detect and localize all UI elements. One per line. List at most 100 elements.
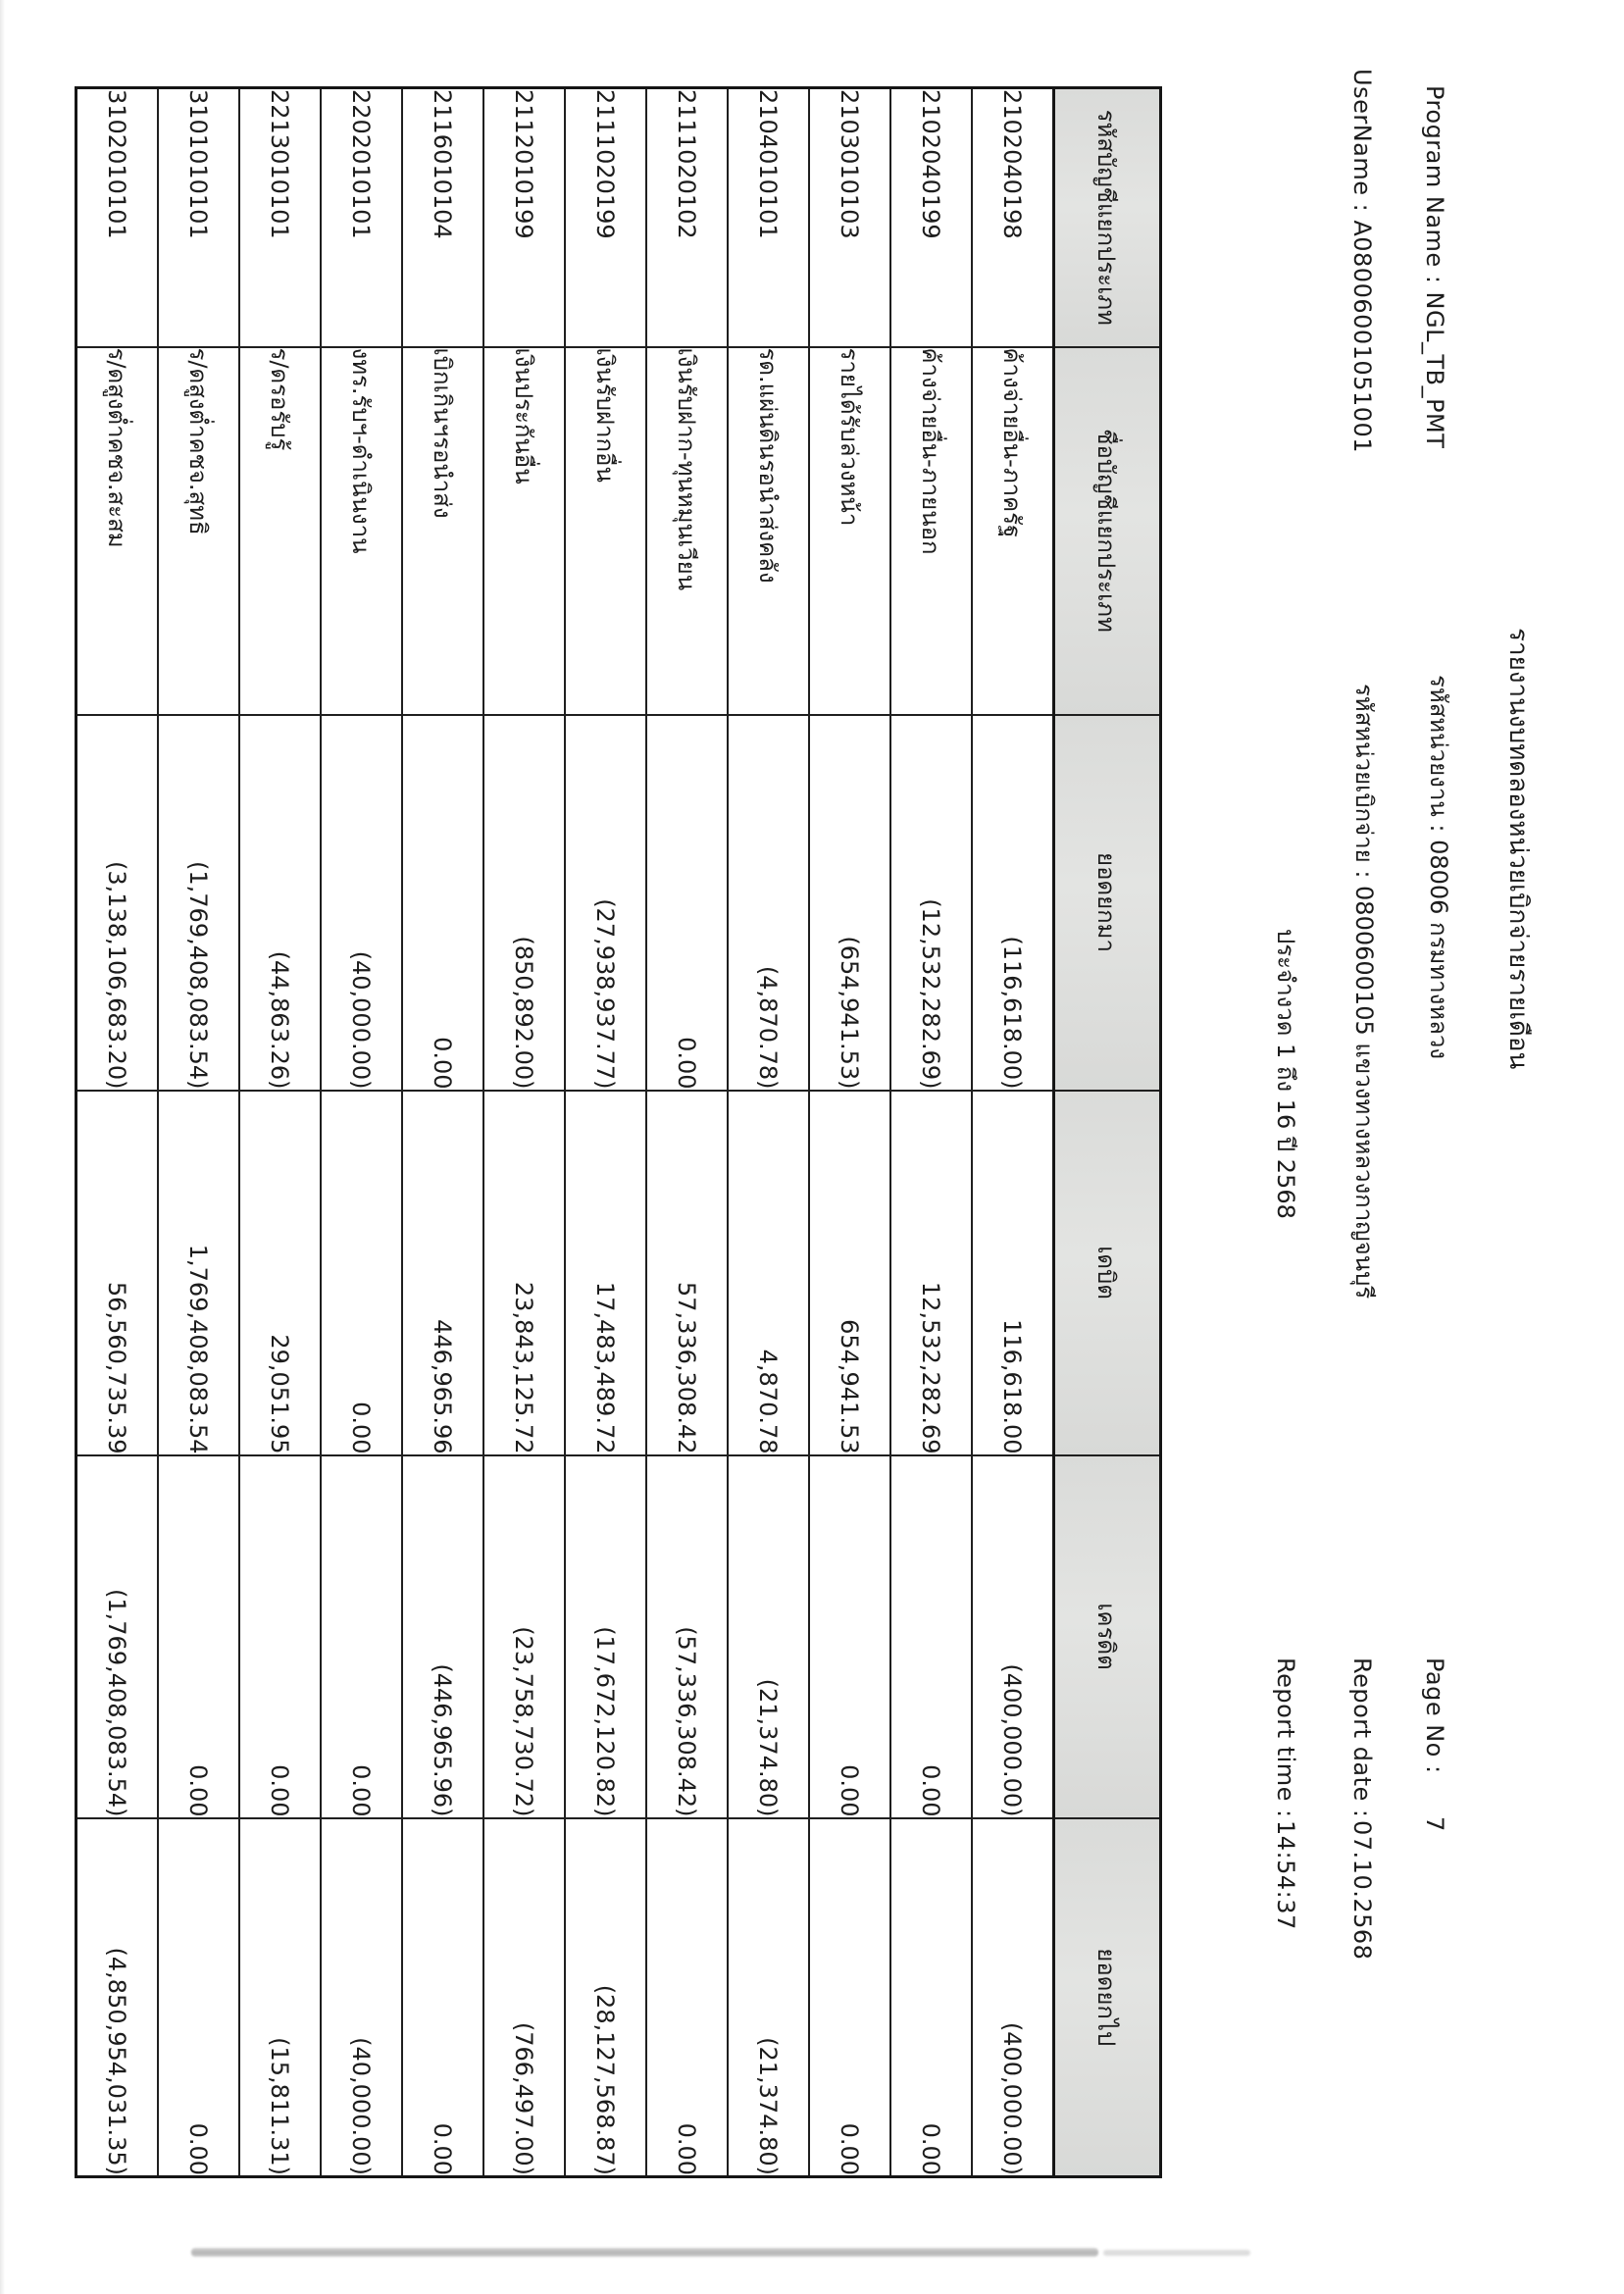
table-cell-credit: (17,672,120.82) (565, 1454, 646, 1818)
table-row: 3101010101 ร/ดสูงต่ำคชจ.สุทธิ (1,769,408,0… (158, 87, 239, 2177)
table-cell-account-code: 2111020199 (565, 87, 646, 347)
table-row: 2102040199 ค้างจ่ายอื่น-ภายนอก (12,532,282… (890, 87, 972, 2177)
table-cell-account-code: 3102010101 (76, 87, 158, 347)
table-row: 3102010101 ร/ดสูงต่ำคชจ.สะสม (3,138,106,68… (76, 87, 158, 2177)
table-row: 2102040198 ค้างจ่ายอื่น-ภาครัฐ (116,618.00… (972, 87, 1054, 2177)
table-cell-credit: 0.00 (321, 1454, 402, 1818)
table-cell-debit: 1,769,408,083.54 (158, 1090, 239, 1455)
table-cell-opening-balance: (850,892.00) (483, 714, 565, 1091)
table-cell-credit: 0.00 (239, 1454, 321, 1818)
table-cell-opening-balance: (27,938,937.77) (565, 714, 646, 1091)
table-cell-closing-balance: 0.00 (402, 1817, 483, 2177)
table-cell-account-name: ร/ดสูงต่ำคชจ.สุทธิ (158, 346, 239, 715)
table-cell-debit: 446,965.96 (402, 1090, 483, 1455)
table-cell-credit: (23,758,730.72) (483, 1454, 565, 1818)
table-cell-closing-balance: (400,000.00) (972, 1817, 1054, 2177)
table-cell-credit: 0.00 (809, 1454, 890, 1818)
table-cell-debit: 4,870.78 (728, 1090, 809, 1455)
table-cell-debit: 17,483,489.72 (565, 1090, 646, 1455)
table-header-row: รหัสบัญชีแยกประเภท ชื่อบัญชีแยกประเภท ยอ… (1053, 87, 1161, 2177)
col-header-account-name: ชื่อบัญชีแยกประเภท (1053, 346, 1161, 715)
table-row: 2112010199 เงินประกันอื่น (850,892.00) 23,8… (483, 87, 565, 2177)
table-cell-opening-balance: (1,769,408,083.54) (158, 714, 239, 1091)
report-date-label: Report date : (1348, 1657, 1376, 1818)
table-row: 2213010101 ร/ดรอรับรู้ (44,863.26) 29,051.9… (239, 87, 321, 2177)
table-cell-opening-balance: (12,532,282.69) (890, 714, 972, 1091)
table-cell-account-name: ร/ดสูงต่ำคชจ.สะสม (76, 346, 158, 715)
table-cell-account-code: 2111020102 (646, 87, 728, 347)
col-header-debit: เดบิต (1053, 1090, 1161, 1455)
col-header-closing-balance: ยอดยกไป (1053, 1817, 1161, 2177)
table-cell-debit: 12,532,282.69 (890, 1090, 972, 1455)
table-row: 2111020199 เงินรับฝากอื่น (27,938,937.77) 1… (565, 87, 646, 2177)
table-cell-debit: 56,560,735.39 (76, 1090, 158, 1455)
table-cell-debit: 654,941.53 (809, 1090, 890, 1455)
username-line: UserName : A08006001051001 (1348, 69, 1376, 454)
table-cell-account-code: 2213010101 (239, 87, 321, 347)
table-row: 2103010103 รายได้รับล่วงหน้า (654,941.53) 6… (809, 87, 890, 2177)
report-time-label: Report time : (1272, 1657, 1299, 1818)
page-no-value: 7 (1421, 1816, 1448, 1832)
table-cell-account-name: งทร.รับฯ-ดำเนินงาน (321, 346, 402, 715)
table-cell-account-name: เงินรับฝากอื่น (565, 346, 646, 715)
table-cell-opening-balance: (3,138,106,683.20) (76, 714, 158, 1091)
table-cell-debit: 57,336,308.42 (646, 1090, 728, 1455)
table-cell-opening-balance: (44,863.26) (239, 714, 321, 1091)
table-cell-account-name: เบิกเกินฯรอนำส่ง (402, 346, 483, 715)
table-cell-closing-balance: (40,000.00) (321, 1817, 402, 2177)
table-cell-account-name: รายได้รับล่วงหน้า (809, 346, 890, 715)
table-cell-opening-balance: (116,618.00) (972, 714, 1054, 1091)
table-cell-closing-balance: 0.00 (158, 1817, 239, 2177)
table-cell-account-name: รด.แผ่นดินรอนำส่งคลัง (728, 346, 809, 715)
table-cell-account-code: 2103010103 (809, 87, 890, 347)
table-cell-account-name: ร/ดรอรับรู้ (239, 346, 321, 715)
table-cell-account-code: 2102040199 (890, 87, 972, 347)
table-cell-credit: (1,769,408,083.54) (76, 1454, 158, 1818)
table-cell-credit: (446,965.96) (402, 1454, 483, 1818)
table-row: 2116010104 เบิกเกินฯรอนำส่ง 0.00 446,965.96… (402, 87, 483, 2177)
table-cell-credit: (21,374.80) (728, 1454, 809, 1818)
table-cell-account-name: เงินรับฝาก-ทุนหมุนเวียน (646, 346, 728, 715)
table-cell-debit: 0.00 (321, 1090, 402, 1455)
table-cell-account-code: 2116010104 (402, 87, 483, 347)
table-cell-credit: (57,336,308.42) (646, 1454, 728, 1818)
table-cell-credit: (400,000.00) (972, 1454, 1054, 1818)
disbursement-unit-line: รหัสหน่วยเบิกจ่าย : 0800600105 แขวงทางหล… (1350, 684, 1378, 1300)
table-cell-closing-balance: (766,497.00) (483, 1817, 565, 2177)
table-cell-debit: 29,051.95 (239, 1090, 321, 1455)
trial-balance-table: รหัสบัญชีแยกประเภท ชื่อบัญชีแยกประเภท ยอ… (75, 86, 1162, 2178)
table-cell-closing-balance: (28,127,568.87) (565, 1817, 646, 2177)
table-cell-closing-balance: (4,850,954,031.35) (76, 1817, 158, 2177)
table-cell-account-code: 2102040198 (972, 87, 1054, 347)
col-header-opening-balance: ยอดยกมา (1053, 714, 1161, 1091)
table-cell-opening-balance: 0.00 (646, 714, 728, 1091)
table-cell-account-name: ค้างจ่ายอื่น-ภาครัฐ (972, 346, 1054, 715)
table-cell-debit: 116,618.00 (972, 1090, 1054, 1455)
page-no-label: Page No : (1421, 1657, 1448, 1774)
table-row: 2202010101 งทร.รับฯ-ดำเนินงาน (40,000.00) 0… (321, 87, 402, 2177)
table-cell-account-code: 3101010101 (158, 87, 239, 347)
table-cell-debit: 23,843,125.72 (483, 1090, 565, 1455)
table-cell-account-name: ค้างจ่ายอื่น-ภายนอก (890, 346, 972, 715)
table-cell-closing-balance: 0.00 (809, 1817, 890, 2177)
report-time-value: 14:54:37 (1272, 1820, 1299, 1930)
table-cell-account-code: 2202010101 (321, 87, 402, 347)
table-cell-closing-balance: 0.00 (646, 1817, 728, 2177)
table-cell-account-name: เงินประกันอื่น (483, 346, 565, 715)
table-cell-account-code: 2104010101 (728, 87, 809, 347)
table-cell-opening-balance: (40,000.00) (321, 714, 402, 1091)
program-name-line: Program Name : NGL_TB_PMT (1421, 85, 1448, 449)
table-cell-account-code: 2112010199 (483, 87, 565, 347)
report-title: รายงานงบทดลองหน่วยเบิกจ่ายรายเดือน (1503, 628, 1533, 1070)
table-cell-credit: 0.00 (158, 1454, 239, 1818)
table-cell-opening-balance: (4,870.78) (728, 714, 809, 1091)
report-date-value: 07.10.2568 (1348, 1820, 1376, 1961)
agency-line: รหัสหน่วยงาน : 08006 กรมทางหลวง (1425, 675, 1452, 1060)
table-cell-opening-balance: 0.00 (402, 714, 483, 1091)
table-cell-closing-balance: (21,374.80) (728, 1817, 809, 2177)
table-row: 2111020102 เงินรับฝาก-ทุนหมุนเวียน 0.00 57,… (646, 87, 728, 2177)
table-cell-closing-balance: 0.00 (890, 1817, 972, 2177)
table-cell-opening-balance: (654,941.53) (809, 714, 890, 1091)
